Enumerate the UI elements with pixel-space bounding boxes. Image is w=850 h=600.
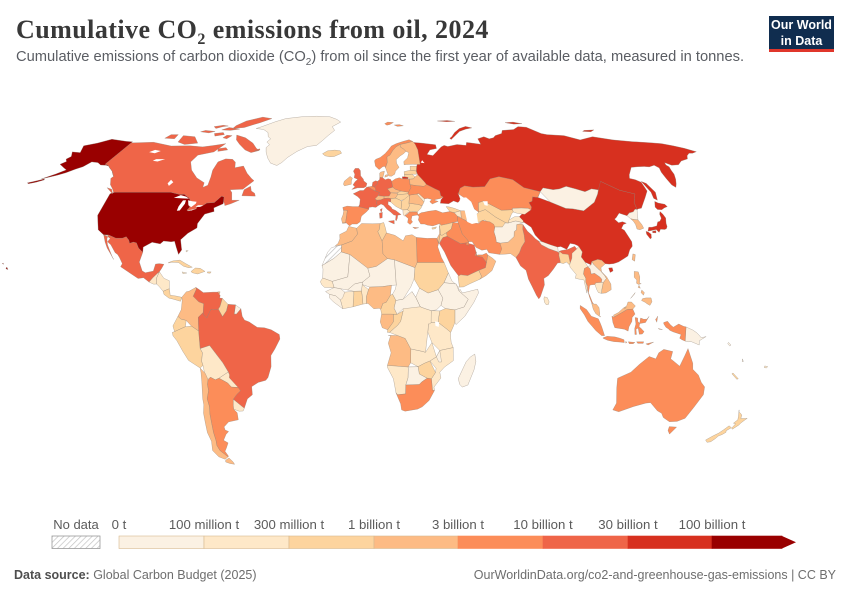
svg-text:0 t: 0 t: [112, 517, 127, 532]
svg-text:300 million t: 300 million t: [254, 517, 325, 532]
svg-text:100 billion t: 100 billion t: [679, 517, 746, 532]
svg-text:No data: No data: [53, 517, 99, 532]
svg-text:3 billion t: 3 billion t: [432, 517, 484, 532]
svg-text:100 million t: 100 million t: [169, 517, 240, 532]
svg-text:1 billion t: 1 billion t: [348, 517, 400, 532]
svg-text:10 billion t: 10 billion t: [513, 517, 573, 532]
svg-text:30 billion t: 30 billion t: [598, 517, 658, 532]
